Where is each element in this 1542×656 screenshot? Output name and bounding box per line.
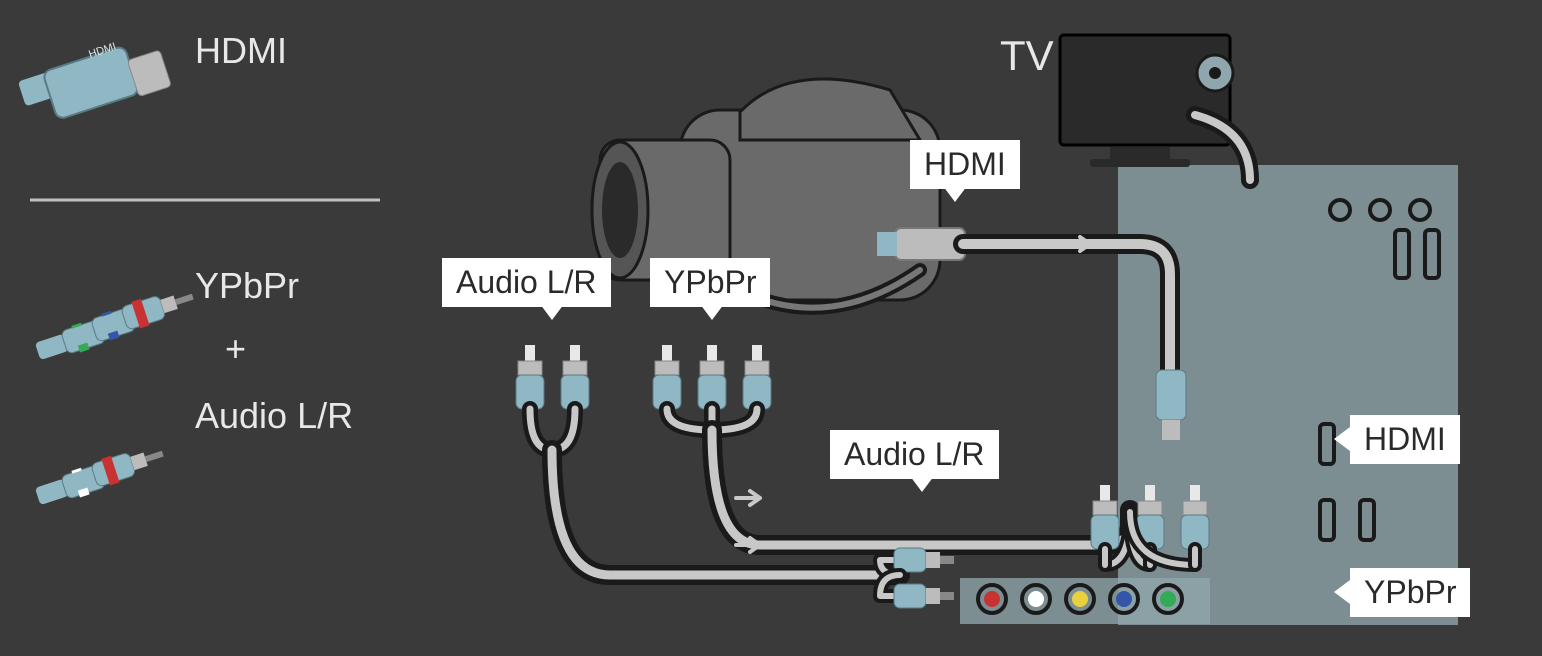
label-audio-lr-cam: Audio L/R bbox=[442, 258, 611, 307]
label-hdmi-right: HDMI bbox=[1350, 415, 1460, 464]
audio-lr-heading: Audio L/R bbox=[195, 395, 353, 437]
label-ypbpr-cam: YPbPr bbox=[650, 258, 770, 307]
plus-symbol: + bbox=[225, 328, 246, 370]
label-hdmi-mid: HDMI bbox=[910, 140, 1020, 189]
label-audio-lr-mid: Audio L/R bbox=[830, 430, 999, 479]
ypbpr-heading: YPbPr bbox=[195, 265, 299, 307]
hdmi-heading: HDMI bbox=[195, 30, 287, 72]
label-ypbpr-right: YPbPr bbox=[1350, 568, 1470, 617]
tv-label: TV bbox=[1000, 32, 1054, 80]
